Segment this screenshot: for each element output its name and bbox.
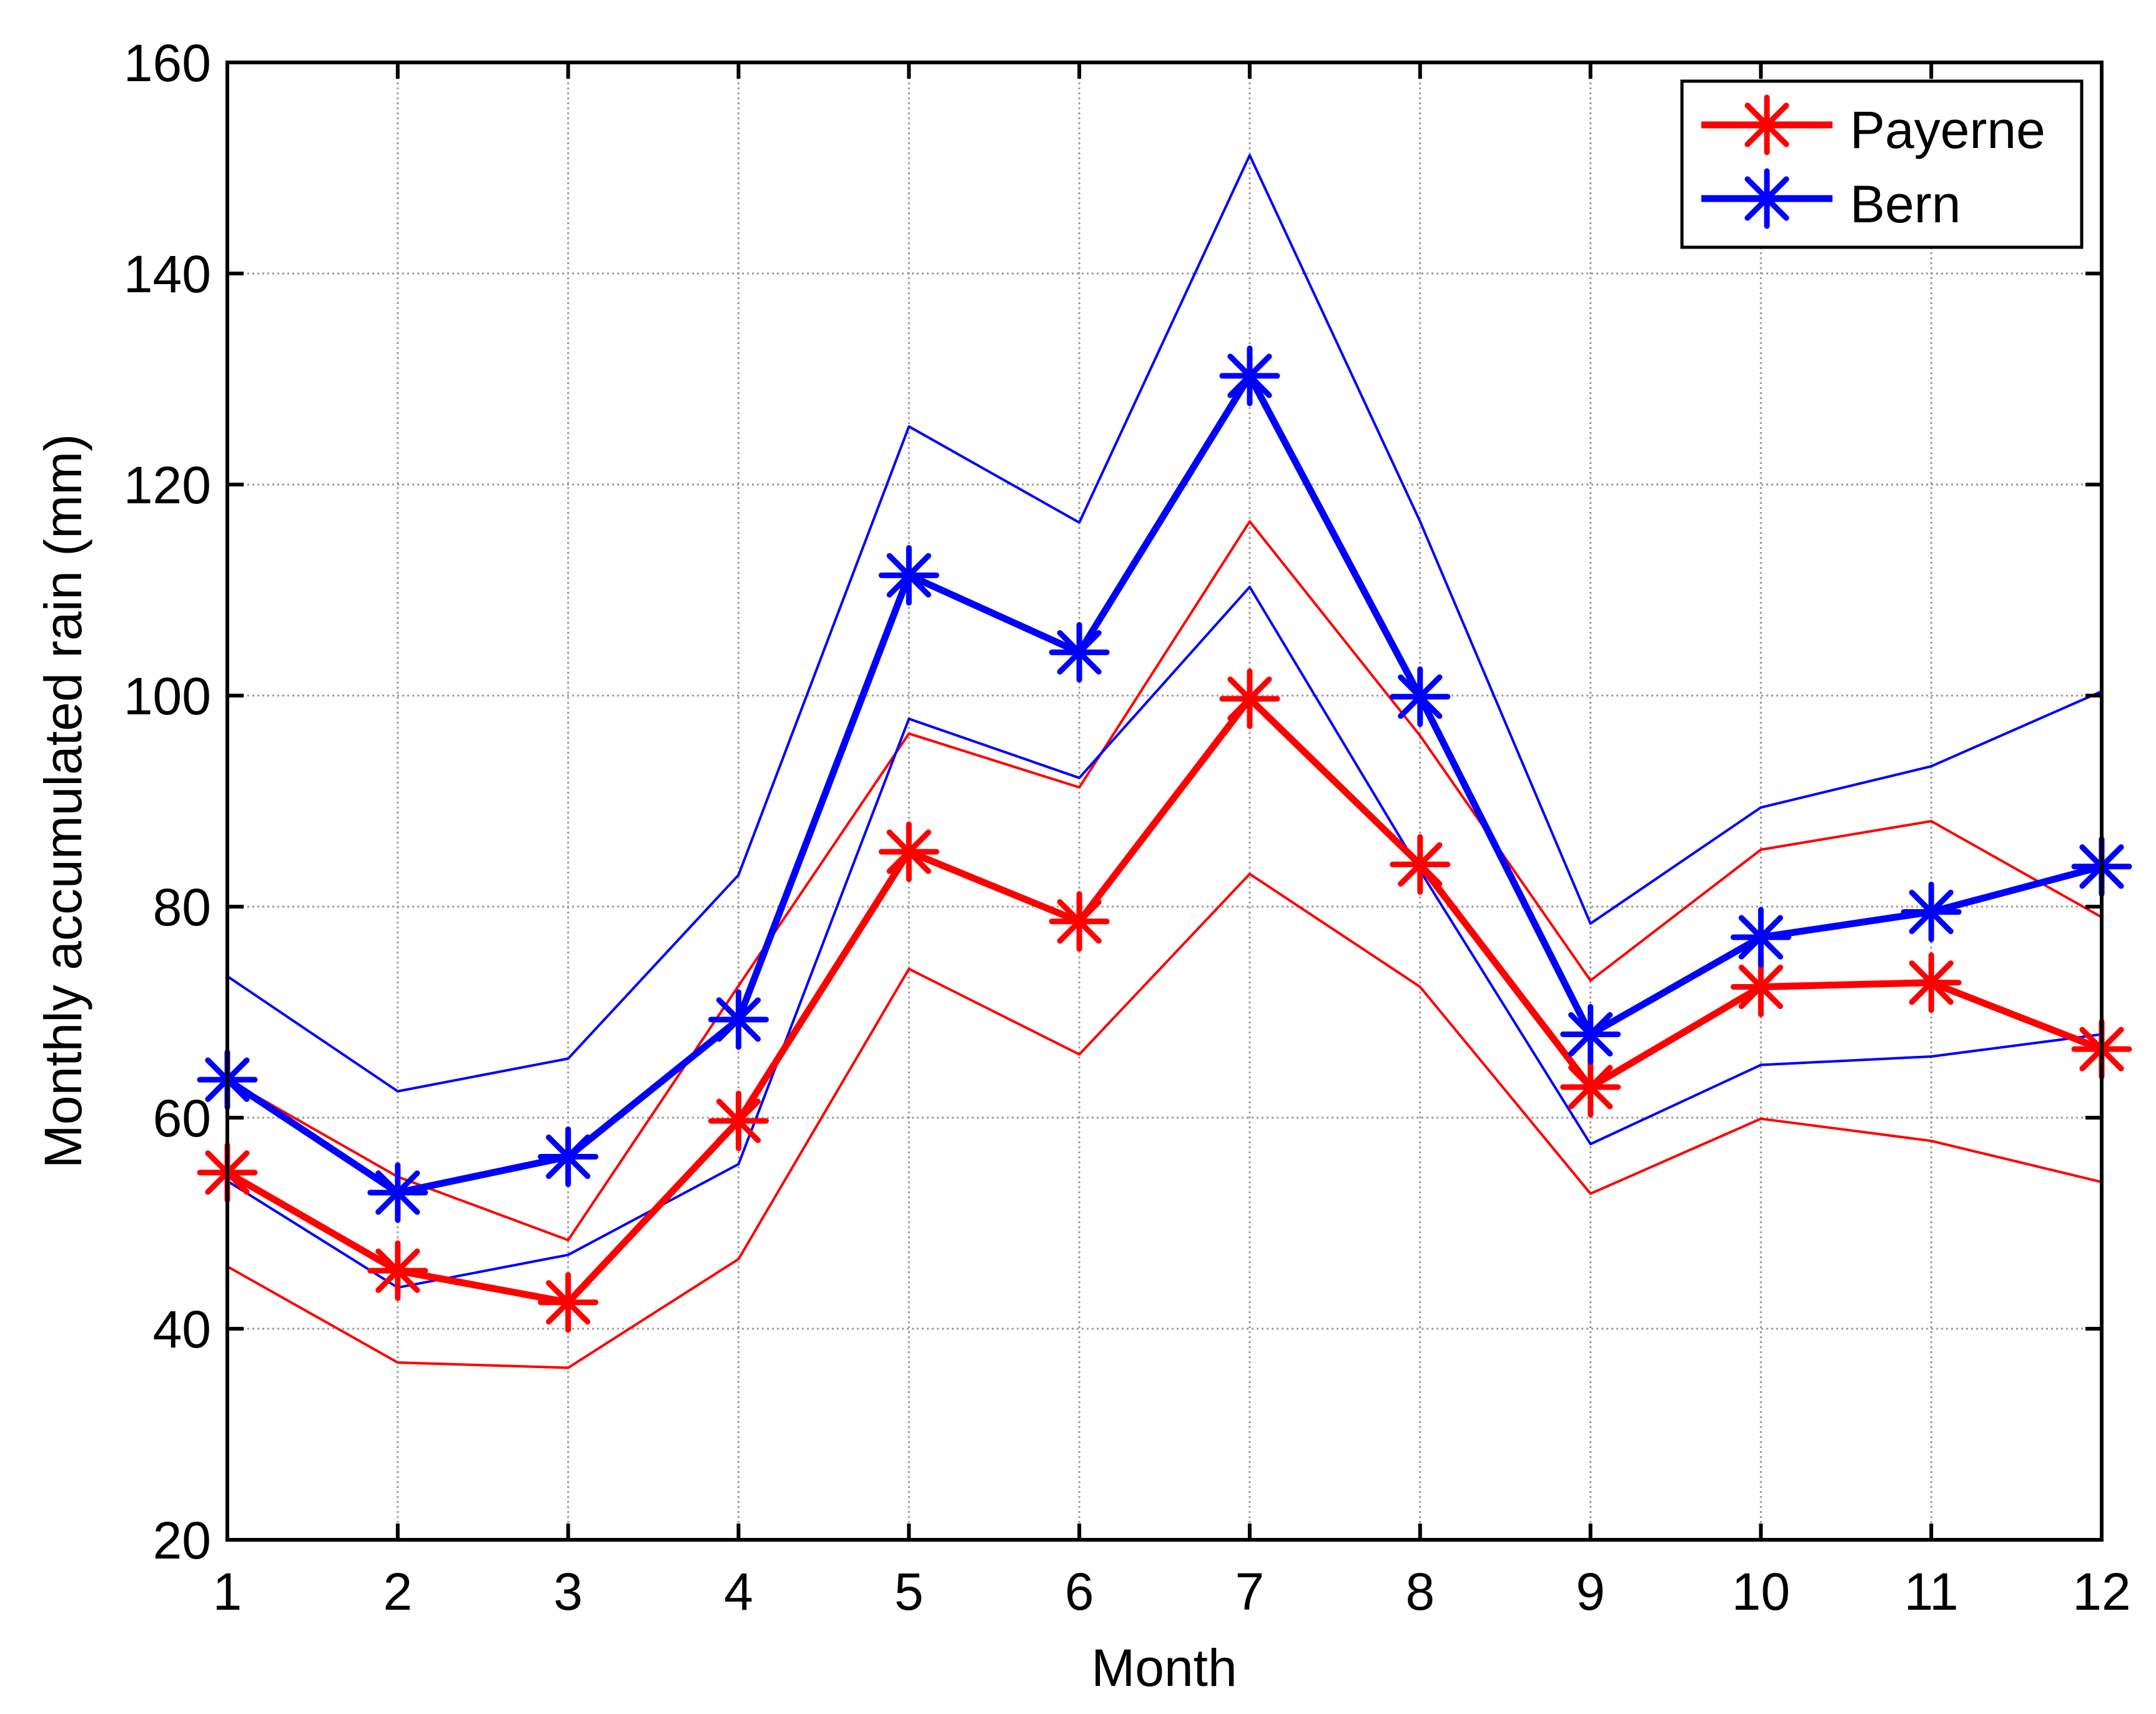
y-tick-label-60: 60	[153, 1089, 211, 1148]
legend-label-payerne: Payerne	[1850, 101, 2045, 159]
y-tick-label-160: 160	[124, 34, 211, 92]
payerne-lower-bound-line	[227, 872, 2102, 1369]
payerne-marker-month-8	[1390, 834, 1451, 895]
payerne-marker-month-6	[1049, 891, 1110, 952]
grid-lines	[227, 62, 2102, 1540]
payerne-marker-month-4	[708, 1090, 769, 1151]
bern-marker-month-11	[1901, 881, 1962, 942]
y-tick-label-120: 120	[124, 456, 211, 515]
x-tick-label-11: 11	[1904, 1562, 1959, 1621]
bern-marker-month-9	[1560, 1003, 1621, 1065]
bern-marker-month-2	[367, 1162, 428, 1223]
x-tick-label-9: 9	[1576, 1562, 1605, 1621]
legend-label-bern: Bern	[1850, 175, 1961, 234]
payerne-upper-bound-line	[227, 520, 2102, 1242]
bern-marker-month-5	[878, 544, 939, 606]
y-axis-title: Monthly accumulated rain (mm)	[34, 434, 92, 1168]
payerne-marker-month-2	[367, 1240, 428, 1301]
legend-marker-payerne	[1736, 94, 1797, 155]
legend-marker-bern	[1736, 168, 1797, 229]
payerne-marker-month-9	[1560, 1056, 1621, 1118]
x-tick-label-5: 5	[894, 1562, 924, 1621]
x-tick-label-12: 12	[2072, 1562, 2130, 1621]
payerne-marker-month-3	[538, 1272, 599, 1333]
bern-mean-line	[225, 372, 2103, 1196]
x-tick-label-4: 4	[724, 1562, 753, 1621]
x-tick-label-3: 3	[553, 1562, 583, 1621]
axis-ticks	[225, 61, 2104, 1542]
y-tick-label-40: 40	[153, 1300, 211, 1359]
y-tick-label-100: 100	[124, 667, 211, 726]
x-tick-label-1: 1	[213, 1562, 242, 1621]
plot-frame	[225, 61, 2104, 1542]
bern-marker-month-4	[708, 989, 769, 1050]
bern-marker-month-7	[1219, 345, 1280, 406]
bern-marker-month-6	[1049, 622, 1110, 683]
bern-marker-month-3	[538, 1126, 599, 1188]
legend: Payerne Bern	[1680, 79, 2084, 249]
bern-lower-bound-line	[226, 585, 2102, 1289]
x-axis-title: Month	[1091, 1638, 1237, 1697]
payerne-marker-month-10	[1730, 956, 1791, 1017]
bern-marker-month-10	[1730, 907, 1791, 968]
x-tick-label-10: 10	[1732, 1562, 1790, 1621]
payerne-marker-month-7	[1219, 668, 1280, 729]
bern-upper-bound-line	[226, 154, 2102, 1093]
x-tick-label-7: 7	[1235, 1562, 1265, 1621]
payerne-marker-month-11	[1901, 952, 1962, 1013]
y-tick-label-80: 80	[153, 878, 211, 937]
x-tick-label-6: 6	[1065, 1562, 1094, 1621]
plot-background	[227, 62, 2102, 1540]
y-tick-label-140: 140	[124, 245, 211, 303]
legend-entries	[1701, 94, 1832, 229]
x-tick-label-8: 8	[1405, 1562, 1435, 1621]
bern-marker-month-8	[1390, 666, 1451, 727]
y-tick-label-20: 20	[153, 1511, 211, 1570]
payerne-marker-month-5	[878, 821, 939, 882]
x-tick-label-2: 2	[383, 1562, 412, 1621]
